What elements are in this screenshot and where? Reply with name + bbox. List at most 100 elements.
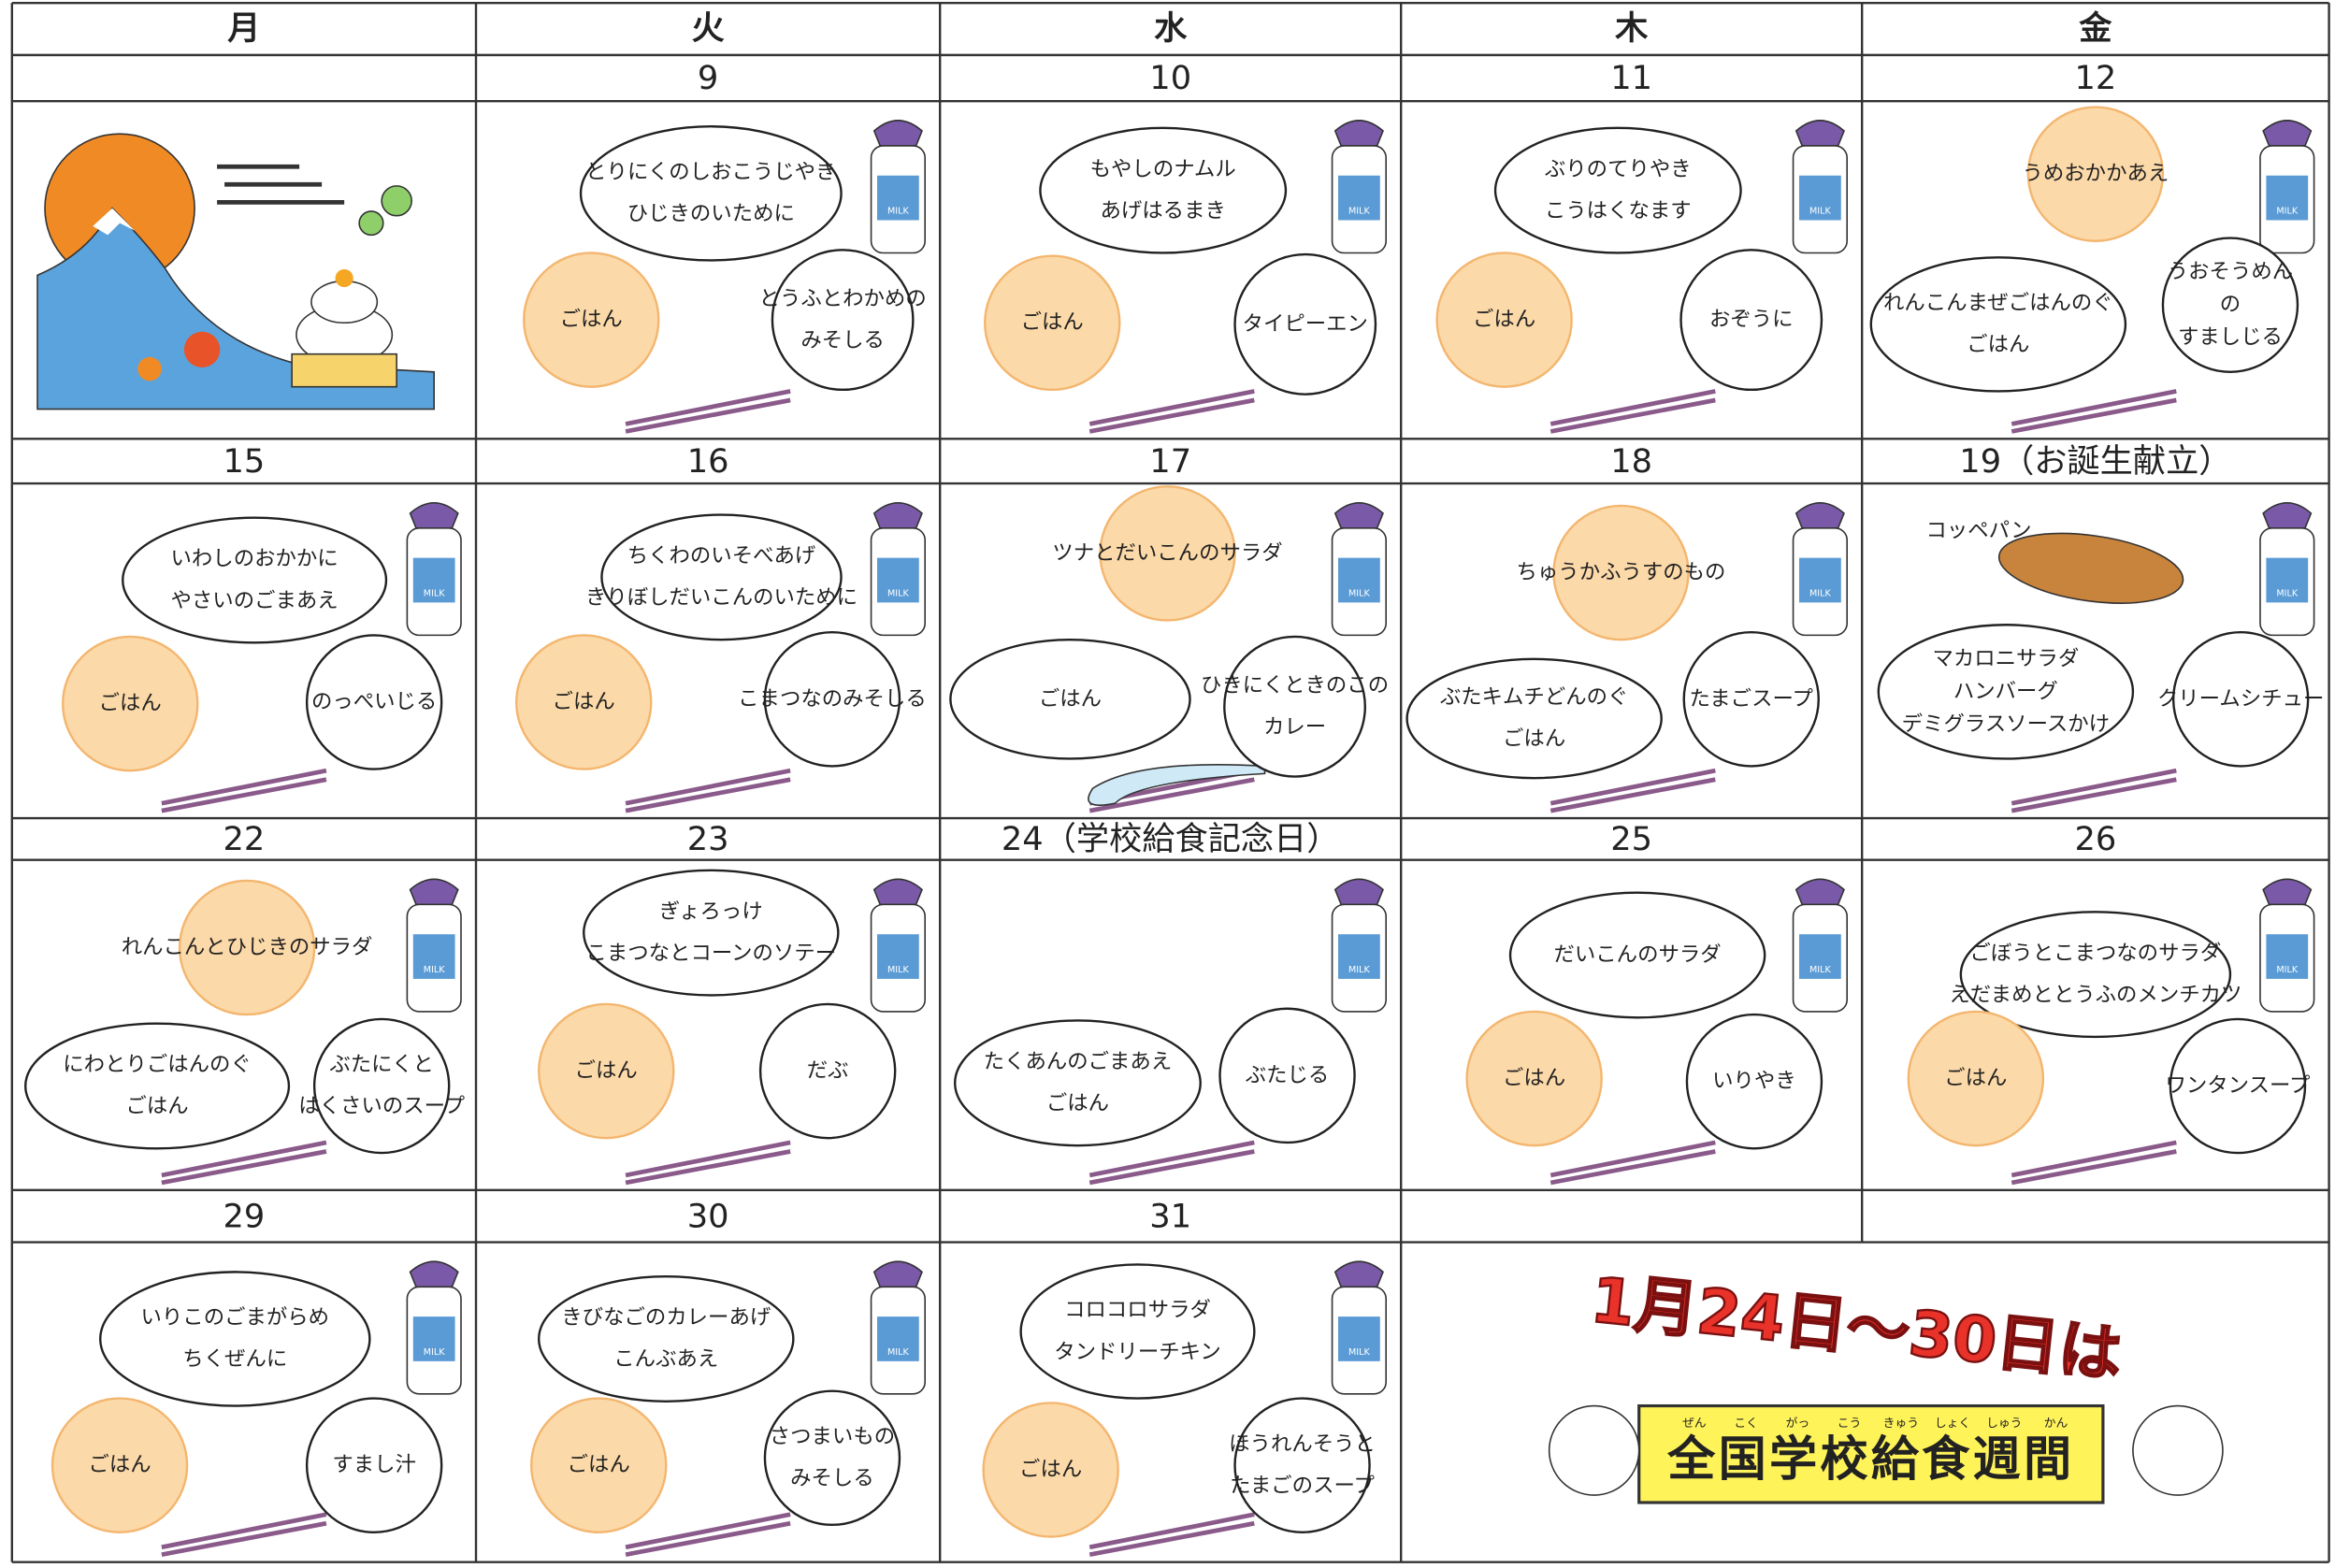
rice-bubble xyxy=(984,254,1121,392)
banner-ruby: しゅう xyxy=(1986,1417,2022,1431)
rice-bubble xyxy=(62,635,199,772)
chopstick xyxy=(625,1140,791,1178)
dish-bubble xyxy=(758,1002,897,1140)
rice-bubble xyxy=(1465,1010,1603,1147)
milk-bottle: MILK xyxy=(870,120,926,254)
dish-name: ごはん xyxy=(1503,726,1565,751)
chopstick xyxy=(625,397,791,434)
milk-label: MILK xyxy=(1809,206,1831,216)
dish-name: ごはん xyxy=(1046,1091,1109,1115)
dish-name: ごはん xyxy=(99,691,162,715)
chopstick xyxy=(161,1512,327,1550)
milk-bottle: MILK xyxy=(1331,878,1387,1013)
dish-name: いりこのごまがらめ xyxy=(141,1305,330,1330)
dish-name: やさいのごまあえ xyxy=(171,588,339,612)
dish-name: ぶたにくと xyxy=(329,1053,434,1077)
milk-label: MILK xyxy=(1809,588,1831,598)
chopstick xyxy=(161,1140,327,1178)
chopstick xyxy=(1088,777,1255,813)
milk-panel xyxy=(2266,557,2309,603)
date-label: 29 xyxy=(223,1197,266,1235)
dish-bubble xyxy=(1679,249,1823,392)
dish-name: ちくぜんに xyxy=(182,1347,287,1372)
dish-bubble xyxy=(305,634,443,770)
milk-label: MILK xyxy=(887,206,909,216)
milk-label: MILK xyxy=(2276,965,2298,975)
milk-cap xyxy=(409,878,459,906)
rice-bubble xyxy=(982,1402,1119,1538)
chopstick xyxy=(1549,1140,1716,1178)
rice-bubble xyxy=(1099,485,1236,622)
milk-panel xyxy=(876,1316,919,1361)
chopstick xyxy=(625,389,791,426)
dish-name: クリームシチュー xyxy=(2157,686,2325,711)
dish-bubble xyxy=(1682,631,1820,768)
rice-bubble xyxy=(178,879,316,1016)
dish-bubble xyxy=(1877,624,2135,760)
date-label: 26 xyxy=(2075,820,2117,858)
banner-headline: 1月24日～30日は xyxy=(1588,1263,2126,1391)
chopstick xyxy=(2011,768,2177,806)
rice-bubble xyxy=(50,1397,189,1534)
banner-ruby: かん xyxy=(2044,1417,2068,1431)
dish-name: ごはん xyxy=(1021,310,1084,335)
dish-name: ごはん xyxy=(1019,1458,1082,1482)
dish-bubble xyxy=(771,249,915,392)
dish-name: みそしる xyxy=(800,328,885,352)
milk-cap xyxy=(1794,878,1845,906)
date-label: 15 xyxy=(223,442,266,481)
date-label: 10 xyxy=(1149,59,1191,97)
milk-cap xyxy=(2262,120,2313,147)
dish-bubble xyxy=(763,631,901,768)
dish-name: のっぺいじる xyxy=(311,690,437,714)
spoon xyxy=(1088,764,1266,806)
milk-cap xyxy=(872,501,923,529)
rice-bubble xyxy=(515,634,653,770)
dish-name: れんこんとひじきのサラダ xyxy=(122,935,373,959)
chopstick xyxy=(1088,1140,1255,1178)
chopstick xyxy=(1088,1512,1255,1550)
milk-panel xyxy=(412,557,455,603)
dish-name: ぶたキムチどんのぐ xyxy=(1440,685,1629,710)
dish-name: こうはくなます xyxy=(1545,198,1692,223)
dish-name: おぞうに xyxy=(1709,308,1794,332)
chopstick xyxy=(1088,1520,1255,1558)
dish-name: デミグラスソースかけ xyxy=(1902,712,2110,736)
milk-cap xyxy=(1333,1260,1384,1288)
milk-cap xyxy=(872,120,923,147)
dish-bubble xyxy=(954,1019,1202,1147)
weekday: 水 xyxy=(1154,9,1188,48)
chopstick xyxy=(1088,389,1255,426)
dish-name: の xyxy=(2220,293,2241,317)
dish-name: ぶたじる xyxy=(1246,1063,1330,1087)
dish-bubble xyxy=(1233,252,1377,396)
milk-label: MILK xyxy=(1348,588,1370,598)
milk-label: MILK xyxy=(424,1347,445,1358)
milk-bottle: MILK xyxy=(1792,501,1848,637)
dish-bubble xyxy=(1218,1007,1356,1144)
chopstick xyxy=(1549,389,1716,426)
dish-bubble xyxy=(2171,631,2310,768)
rice-bubble xyxy=(1552,504,1690,641)
dish-name: きりぼしだいこんのいために xyxy=(585,585,858,610)
rice-bubble xyxy=(2026,106,2165,242)
milk-panel xyxy=(412,1316,455,1361)
rice-bubble xyxy=(1907,1010,2045,1147)
dish-name: いわしのおかかに xyxy=(171,547,339,571)
dish-bubble xyxy=(24,1022,291,1150)
milk-cap xyxy=(1333,878,1384,906)
milk-bottle: MILK xyxy=(2259,120,2315,254)
dish-bubble xyxy=(99,1271,371,1407)
milk-bottle: MILK xyxy=(1331,1260,1387,1395)
dish-name: ごはん xyxy=(1473,308,1535,332)
dish-name: すましじる xyxy=(2178,325,2283,350)
dish-name: ひきにくときのこの xyxy=(1201,673,1389,698)
chopstick xyxy=(2011,389,2177,426)
weekday: 金 xyxy=(2078,9,2112,48)
dish-name: もやしのナムル xyxy=(1090,157,1236,181)
milk-panel xyxy=(1798,934,1841,979)
dish-bubble xyxy=(579,125,843,262)
milk-panel xyxy=(1337,175,1380,221)
rice-bubble xyxy=(523,252,660,388)
